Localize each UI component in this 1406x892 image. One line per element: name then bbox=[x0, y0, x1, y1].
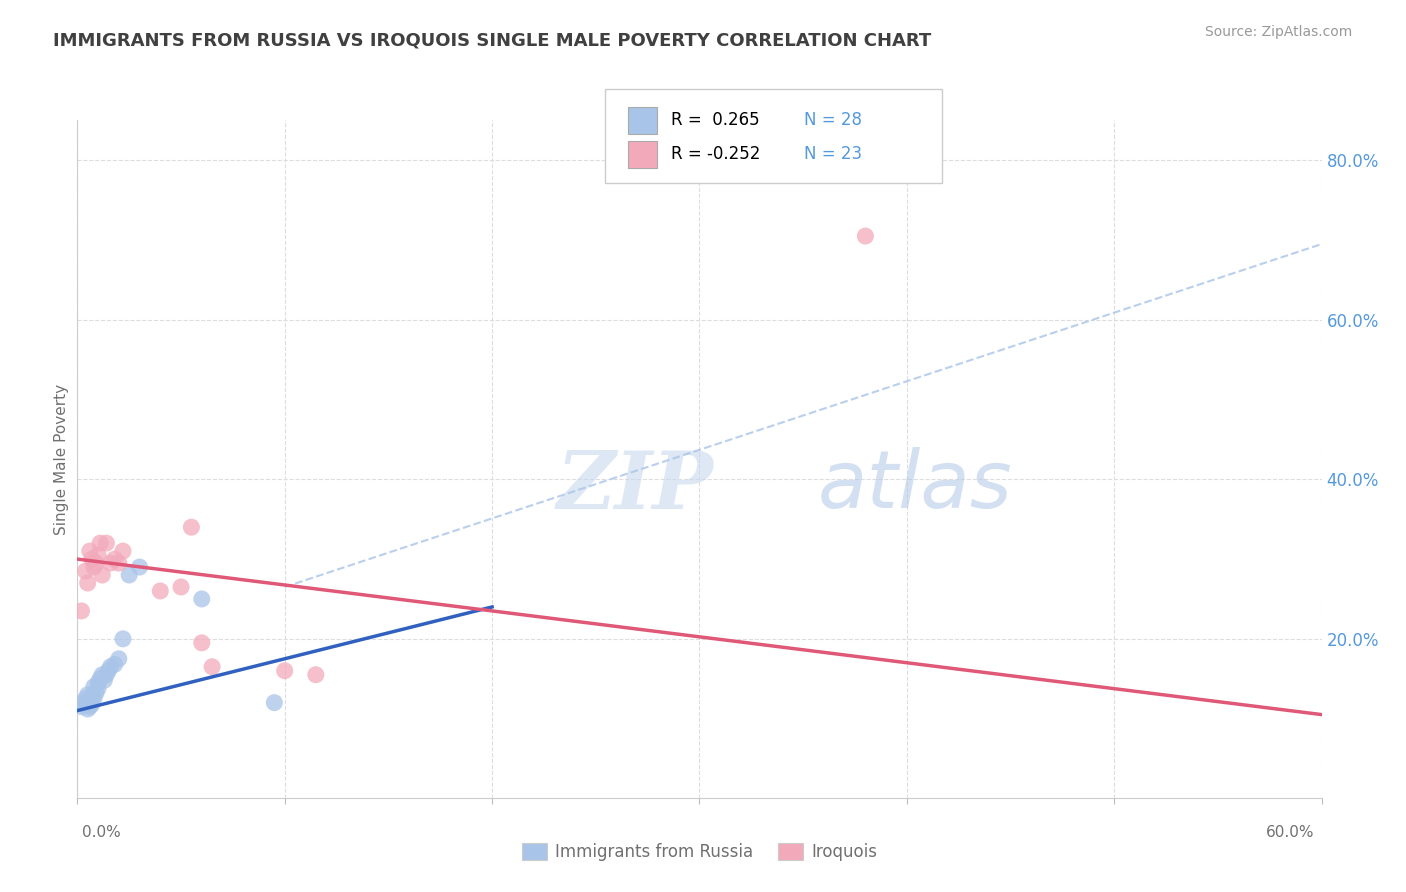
Text: atlas: atlas bbox=[818, 448, 1012, 525]
Point bbox=[855, 229, 877, 244]
Point bbox=[76, 702, 98, 716]
Point bbox=[170, 580, 193, 594]
Text: Source: ZipAtlas.com: Source: ZipAtlas.com bbox=[1205, 25, 1353, 39]
Point bbox=[83, 560, 105, 574]
Point bbox=[118, 568, 141, 582]
Point bbox=[80, 690, 103, 704]
Point bbox=[111, 544, 134, 558]
Point bbox=[93, 673, 115, 688]
Point bbox=[76, 576, 98, 591]
Point bbox=[191, 591, 214, 606]
Legend: Immigrants from Russia, Iroquois: Immigrants from Russia, Iroquois bbox=[515, 837, 884, 868]
Point bbox=[89, 536, 111, 550]
Point bbox=[104, 552, 127, 566]
Point bbox=[76, 688, 98, 702]
Point bbox=[191, 636, 214, 650]
Point bbox=[79, 544, 101, 558]
Text: 60.0%: 60.0% bbox=[1267, 825, 1315, 839]
Point bbox=[75, 697, 97, 711]
Point bbox=[80, 552, 103, 566]
Point bbox=[75, 564, 97, 578]
Point bbox=[84, 686, 107, 700]
Point bbox=[149, 584, 172, 599]
Point bbox=[96, 667, 118, 681]
Point bbox=[72, 696, 94, 710]
Point bbox=[75, 691, 97, 706]
Point bbox=[97, 664, 120, 678]
Point bbox=[91, 667, 114, 681]
Point bbox=[84, 556, 107, 570]
Point bbox=[274, 664, 297, 678]
Text: N = 28: N = 28 bbox=[804, 112, 862, 129]
Text: IMMIGRANTS FROM RUSSIA VS IROQUOIS SINGLE MALE POVERTY CORRELATION CHART: IMMIGRANTS FROM RUSSIA VS IROQUOIS SINGL… bbox=[53, 31, 932, 49]
Point bbox=[180, 520, 202, 534]
Point bbox=[100, 556, 122, 570]
Text: ZIP: ZIP bbox=[557, 448, 713, 525]
Text: N = 23: N = 23 bbox=[804, 145, 862, 163]
Point bbox=[83, 680, 105, 694]
Point bbox=[79, 699, 101, 714]
Point bbox=[108, 556, 131, 570]
Point bbox=[263, 696, 285, 710]
Point bbox=[70, 604, 93, 618]
Text: 0.0%: 0.0% bbox=[82, 825, 121, 839]
Point bbox=[79, 694, 101, 708]
Point bbox=[87, 675, 110, 690]
Point bbox=[104, 657, 127, 672]
Point bbox=[83, 691, 105, 706]
Point bbox=[80, 697, 103, 711]
Point bbox=[111, 632, 134, 646]
Text: R =  0.265: R = 0.265 bbox=[671, 112, 759, 129]
Point bbox=[91, 568, 114, 582]
Point bbox=[87, 548, 110, 562]
Point bbox=[100, 659, 122, 673]
Point bbox=[70, 699, 93, 714]
Point bbox=[201, 659, 224, 673]
Point bbox=[87, 681, 110, 696]
Point bbox=[128, 560, 150, 574]
Text: R = -0.252: R = -0.252 bbox=[671, 145, 761, 163]
Point bbox=[96, 536, 118, 550]
Point bbox=[108, 652, 131, 666]
Y-axis label: Single Male Poverty: Single Male Poverty bbox=[53, 384, 69, 535]
Point bbox=[305, 667, 328, 681]
Point bbox=[89, 672, 111, 686]
